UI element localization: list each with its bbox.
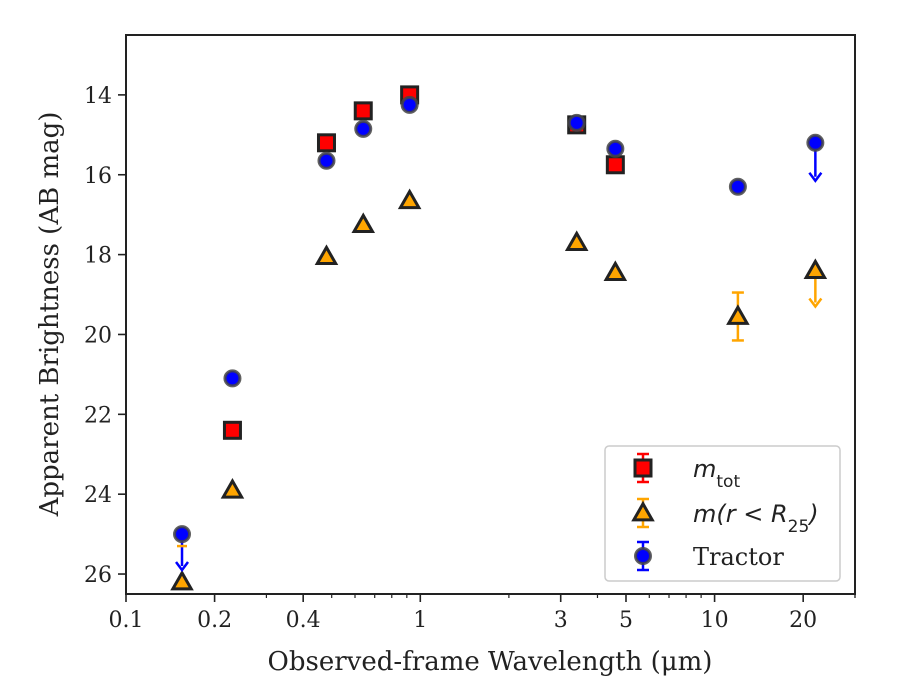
y-tick-label: 26: [84, 563, 112, 588]
legend-marker-circle: [634, 547, 652, 565]
data-point-triangle: [726, 304, 750, 325]
data-point-circle: [223, 369, 242, 388]
y-tick-label: 14: [84, 84, 112, 109]
data-point-circle: [606, 139, 625, 158]
upper-limit-arrow-head: [808, 171, 823, 183]
x-tick-label: 0.4: [286, 608, 321, 633]
x-tick-label: 0.1: [109, 608, 144, 633]
legend-box: [604, 445, 841, 582]
data-point-square: [353, 101, 373, 121]
legend-label: m(r < R25): [693, 500, 819, 537]
y-tick-label: 24: [84, 483, 112, 508]
legend-label: mtot: [693, 455, 740, 492]
legend-marker-square: [633, 458, 653, 478]
x-tick-label: 10: [701, 608, 729, 633]
y-tick-label: 20: [84, 323, 112, 348]
data-point-square: [605, 155, 625, 175]
data-point-circle: [728, 177, 747, 196]
legend: mtot m(r < R25) Tractor: [604, 445, 841, 582]
x-axis-label: Observed-frame Wavelength (μm): [268, 647, 713, 677]
data-point-circle: [567, 113, 586, 132]
data-point-circle: [400, 95, 419, 114]
data-point-square: [222, 420, 242, 440]
axis-ticks: 0.1 0.2 0.4 1 3 5 10 20 14 16 18 20 22 24 26: [84, 84, 856, 633]
data-point-triangle: [314, 244, 339, 266]
data-point-square: [316, 133, 336, 153]
x-tick-label: 1: [413, 608, 427, 633]
data-point-triangle: [170, 569, 194, 591]
upper-limit-arrow-head: [808, 297, 823, 309]
upper-limit-arrow-head: [175, 561, 190, 573]
x-tick-label: 0.2: [197, 608, 232, 633]
data-point-triangle: [397, 188, 422, 210]
series-circle: [173, 95, 825, 573]
x-tick-label: 20: [789, 608, 817, 633]
data-point-triangle: [603, 260, 628, 281]
y-axis-label: Apparent Brightness (AB mag): [35, 112, 65, 518]
y-tick-label: 16: [84, 164, 112, 189]
x-tick-label: 5: [619, 608, 633, 633]
data-point-triangle: [803, 258, 828, 279]
x-tick-label: 3: [554, 608, 568, 633]
plot-frame: [125, 34, 856, 595]
series-triangle: [170, 188, 828, 591]
data-point-triangle: [351, 212, 376, 234]
plot-area: [170, 85, 828, 591]
data-point-circle: [317, 151, 336, 170]
legend-label: Tractor: [693, 543, 784, 571]
y-tick-label: 22: [84, 403, 112, 428]
data-point-circle: [354, 119, 373, 138]
data-point-circle: [173, 525, 192, 544]
data-point-triangle: [564, 230, 589, 252]
legend-marker-triangle: [631, 500, 655, 522]
data-point-triangle: [220, 477, 245, 499]
data-point-circle: [806, 133, 825, 152]
series-square: [222, 85, 625, 440]
y-tick-label: 18: [84, 244, 112, 269]
